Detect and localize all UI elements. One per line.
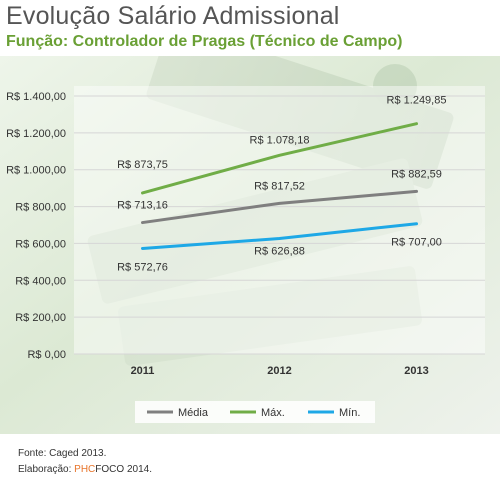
x-tick-label: 2012: [267, 365, 291, 377]
x-axis-ticks: 2011 2012 2013: [131, 365, 429, 377]
data-labels: R$ 713,16 R$ 817,52 R$ 882,59 R$ 873,75 R$ 1…: [117, 95, 446, 274]
credit-brand-a: PHC: [74, 464, 96, 475]
data-label: R$ 707,00: [391, 237, 442, 249]
x-tick-label: 2011: [131, 365, 155, 377]
data-label: R$ 713,16: [117, 200, 168, 212]
chart-subtitle: Função: Controlador de Pragas (Técnico d…: [6, 33, 403, 50]
data-label: R$ 572,76: [117, 261, 168, 273]
y-tick-label: R$ 1.400,00: [6, 91, 66, 103]
y-tick-label: R$ 800,00: [15, 202, 66, 214]
data-label: R$ 1.078,18: [250, 134, 310, 146]
data-label: R$ 873,75: [117, 159, 168, 171]
data-label: R$ 817,52: [254, 180, 305, 192]
legend-label: Mín.: [339, 407, 360, 419]
source-note: Fonte: Caged 2013.: [18, 448, 107, 459]
y-tick-label: R$ 1.200,00: [6, 128, 66, 140]
data-label: R$ 882,59: [391, 168, 442, 180]
data-label: R$ 1.249,85: [387, 95, 447, 107]
credit-brand-b: FOCO: [95, 464, 125, 475]
y-tick-label: R$ 400,00: [15, 275, 66, 287]
x-tick-label: 2013: [404, 365, 428, 377]
legend: Média Máx. Mín.: [135, 401, 375, 423]
background-banknotes: [87, 56, 454, 366]
legend-label: Máx.: [261, 407, 285, 419]
plot-area: [74, 86, 485, 354]
y-axis-ticks: R$ 0,00 R$ 200,00 R$ 400,00 R$ 600,00 R$ 800…: [6, 91, 66, 361]
chart-title: Evolução Salário Admissional: [6, 2, 340, 30]
footer: Fonte: Caged 2013. Elaboração: PHCFOCO 2…: [18, 446, 152, 478]
y-tick-label: R$ 0,00: [27, 349, 66, 361]
line-chart: R$ 0,00 R$ 200,00 R$ 400,00 R$ 600,00 R$ 800…: [0, 56, 500, 434]
y-tick-label: R$ 200,00: [15, 312, 66, 324]
series-lines: [141, 122, 418, 250]
credit-note: Elaboração: PHCFOCO 2014.: [18, 462, 152, 478]
gridlines: [74, 95, 485, 355]
legend-label: Média: [178, 407, 209, 419]
data-label: R$ 626,88: [254, 245, 305, 257]
y-tick-label: R$ 600,00: [15, 238, 66, 250]
chart-area: R$ 0,00 R$ 200,00 R$ 400,00 R$ 600,00 R$ 800…: [0, 56, 500, 434]
y-tick-label: R$ 1.000,00: [6, 165, 66, 177]
credit-suffix: 2014.: [124, 464, 152, 475]
credit-prefix: Elaboração:: [18, 464, 75, 475]
